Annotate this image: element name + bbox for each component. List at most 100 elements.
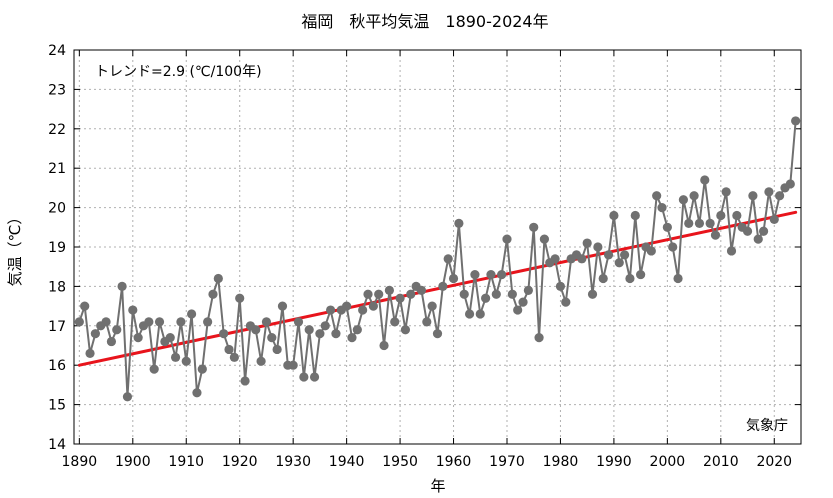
data-point xyxy=(748,191,758,201)
data-point xyxy=(267,333,277,343)
data-point xyxy=(684,218,694,228)
y-tick-label: 16 xyxy=(48,358,66,374)
data-point xyxy=(438,281,448,291)
data-point xyxy=(304,325,314,335)
data-point xyxy=(497,269,507,280)
data-point xyxy=(625,273,635,284)
data-point xyxy=(165,333,175,343)
data-point xyxy=(213,273,223,284)
data-point xyxy=(769,214,779,225)
data-point xyxy=(256,356,266,366)
y-tick-label: 24 xyxy=(48,43,66,59)
data-point xyxy=(235,293,245,303)
data-point xyxy=(726,246,737,256)
data-point xyxy=(208,289,218,299)
data-point xyxy=(347,333,357,343)
data-point xyxy=(112,325,122,335)
data-point xyxy=(309,372,320,382)
y-axis-label: 気温（℃） xyxy=(6,210,24,287)
data-point xyxy=(101,317,111,327)
data-point xyxy=(668,242,678,252)
data-point xyxy=(775,191,785,201)
data-point xyxy=(534,333,544,343)
data-point xyxy=(652,191,662,201)
x-tick-label: 1970 xyxy=(489,454,525,470)
data-point xyxy=(406,289,416,299)
data-point xyxy=(646,246,656,256)
data-point xyxy=(657,203,667,213)
data-point xyxy=(513,305,523,315)
data-point xyxy=(603,250,614,260)
data-point xyxy=(758,226,769,236)
x-tick-label: 2020 xyxy=(756,454,792,470)
data-point xyxy=(288,360,298,370)
data-point xyxy=(753,234,763,244)
data-point xyxy=(481,293,491,303)
data-point xyxy=(539,234,550,244)
data-point xyxy=(224,344,234,355)
data-point xyxy=(85,348,95,358)
x-tick-label: 1940 xyxy=(329,454,365,470)
data-point xyxy=(459,289,469,299)
data-point xyxy=(379,340,389,351)
data-point xyxy=(277,301,288,311)
data-point xyxy=(293,317,304,327)
x-tick-label: 1990 xyxy=(596,454,632,470)
x-tick-label: 1960 xyxy=(436,454,472,470)
data-point xyxy=(368,301,378,311)
data-point xyxy=(673,273,683,284)
data-point xyxy=(502,234,512,244)
data-point xyxy=(529,222,539,232)
data-point xyxy=(427,301,437,311)
points-layer xyxy=(74,116,801,402)
data-point xyxy=(475,309,485,319)
x-tick-label: 2000 xyxy=(650,454,686,470)
data-point xyxy=(662,222,672,232)
data-point xyxy=(170,352,181,362)
data-point xyxy=(598,273,608,284)
y-tick-label: 17 xyxy=(48,319,66,335)
data-point xyxy=(689,191,699,201)
data-point xyxy=(630,210,640,221)
data-point xyxy=(240,376,250,386)
data-point xyxy=(609,210,619,221)
x-tick-label: 1900 xyxy=(115,454,151,470)
data-point xyxy=(732,210,742,221)
data-point xyxy=(491,289,501,299)
data-point xyxy=(331,329,341,339)
trend-annotation: トレンド=2.9 (℃/100年) xyxy=(95,64,262,80)
data-point xyxy=(587,289,598,299)
data-point xyxy=(320,321,330,331)
data-point xyxy=(128,305,138,315)
data-point xyxy=(374,289,384,299)
data-point xyxy=(74,317,84,327)
data-point xyxy=(342,301,352,311)
data-point xyxy=(106,336,117,347)
data-point xyxy=(486,269,496,280)
data-point xyxy=(251,325,261,335)
data-point xyxy=(133,333,143,343)
data-point xyxy=(700,175,710,185)
data-point xyxy=(448,273,459,284)
data-point xyxy=(149,364,159,374)
data-point xyxy=(582,238,592,248)
y-tick-label: 15 xyxy=(48,398,66,414)
data-point xyxy=(144,317,154,327)
data-point xyxy=(550,254,560,264)
trend-line xyxy=(77,210,798,367)
data-point xyxy=(721,187,731,197)
data-point xyxy=(363,289,373,299)
chart-title: 福岡 秋平均気温 1890-2024年 xyxy=(301,12,548,31)
data-point xyxy=(203,317,213,327)
data-point xyxy=(593,242,603,252)
y-tick-label: 21 xyxy=(48,161,66,177)
data-point xyxy=(272,344,282,355)
series-layer xyxy=(78,120,797,398)
x-tick-label: 1980 xyxy=(543,454,579,470)
data-point xyxy=(523,285,533,295)
data-point xyxy=(432,329,443,339)
data-point xyxy=(352,325,362,335)
data-point xyxy=(197,364,207,374)
data-point xyxy=(705,218,715,228)
